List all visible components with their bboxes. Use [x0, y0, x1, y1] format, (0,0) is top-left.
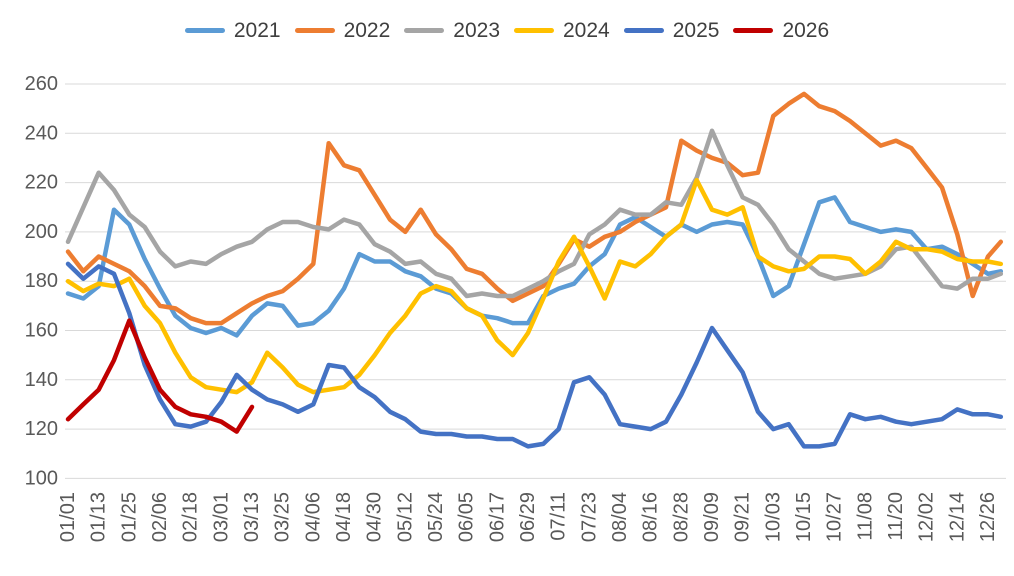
- y-axis-tick-label: 120: [25, 418, 58, 440]
- x-axis-tick-label: 01/13: [88, 492, 110, 542]
- x-axis-tick-label: 06/29: [517, 492, 539, 542]
- legend-swatch-2022: [294, 28, 335, 33]
- y-axis-tick-label: 260: [25, 73, 58, 95]
- legend-item-2026: 2026: [733, 20, 829, 41]
- y-axis-tick-label: 100: [25, 467, 58, 489]
- legend-swatch-2024: [514, 28, 554, 33]
- legend-swatch-2021: [184, 28, 225, 33]
- x-axis-tick-label: 09/21: [732, 492, 754, 542]
- legend-item-2024: 2024: [514, 20, 610, 41]
- x-axis-tick-label: 07/23: [578, 492, 600, 542]
- x-axis-tick-label: 12/14: [946, 492, 968, 542]
- y-axis-tick-label: 140: [25, 369, 58, 391]
- x-axis-tick-label: 01/25: [118, 492, 140, 542]
- series-line-2021: [65, 195, 1004, 338]
- x-axis-tick-label: 11/20: [885, 492, 907, 541]
- y-axis-tick-label: 240: [25, 122, 58, 144]
- x-axis-tick-label: 04/06: [302, 492, 324, 542]
- x-axis-tick-label: 05/24: [425, 492, 447, 542]
- y-axis-tick-label: 160: [25, 320, 58, 342]
- legend-item-2023: 2023: [404, 20, 500, 41]
- legend-label-2025: 2025: [672, 19, 720, 42]
- y-axis-tick-label: 220: [25, 172, 58, 194]
- x-axis-tick-label: 03/01: [210, 492, 232, 542]
- series-line-2026: [65, 318, 255, 434]
- x-axis-tick-label: 04/30: [364, 492, 386, 542]
- legend-item-2025: 2025: [623, 19, 720, 42]
- x-axis-tick-label: 02/06: [149, 492, 171, 542]
- legend-item-2021: 2021: [184, 19, 281, 42]
- x-axis-tick-label: 01/01: [57, 492, 79, 542]
- chart-legend: 2021 2022 2023 2024 2025 2026: [0, 20, 1014, 41]
- series-line-2022: [65, 91, 1004, 326]
- x-axis-tick-label: 12/02: [916, 492, 938, 542]
- legend-label-2024: 2024: [563, 19, 610, 42]
- legend-swatch-2023: [404, 28, 445, 33]
- x-axis-tick-label: 03/13: [241, 492, 263, 542]
- x-axis-tick-label: 10/15: [793, 492, 815, 542]
- x-axis-tick-label: 08/04: [609, 492, 631, 542]
- series-line-2025: [65, 261, 1004, 449]
- x-axis-tick-label: 03/25: [272, 492, 294, 542]
- x-axis-tick-label: 05/12: [394, 492, 416, 542]
- legend-item-2022: 2022: [294, 19, 391, 42]
- x-axis-tick-label: 06/05: [456, 492, 478, 542]
- legend-label-2026: 2026: [782, 19, 830, 42]
- y-axis-tick-label: 200: [25, 221, 58, 243]
- x-axis-tick-label: 10/27: [824, 492, 846, 542]
- x-axis-tick-label: 07/11: [548, 492, 570, 541]
- legend-label-2023: 2023: [453, 19, 500, 42]
- y-axis-tick-label: 180: [25, 270, 58, 292]
- x-axis-tick-label: 10/03: [762, 492, 784, 542]
- legend-swatch-2025: [623, 28, 664, 33]
- legend-label-2022: 2022: [343, 19, 391, 42]
- x-axis-tick-label: 08/16: [640, 492, 662, 542]
- x-axis-tick-label: 04/18: [333, 492, 355, 542]
- legend-swatch-2026: [733, 28, 774, 33]
- x-axis-tick-label: 12/26: [977, 492, 999, 542]
- series-line-2024: [65, 177, 1004, 395]
- x-axis-tick-label: 09/09: [701, 492, 723, 542]
- series-line-2023: [65, 128, 1004, 299]
- x-axis-tick-label: 08/28: [670, 492, 692, 542]
- x-axis-tick-label: 06/17: [486, 492, 508, 542]
- legend-label-2021: 2021: [233, 19, 281, 42]
- x-axis-tick-label: 11/08: [854, 492, 876, 541]
- x-axis-tick-label: 02/18: [180, 492, 202, 542]
